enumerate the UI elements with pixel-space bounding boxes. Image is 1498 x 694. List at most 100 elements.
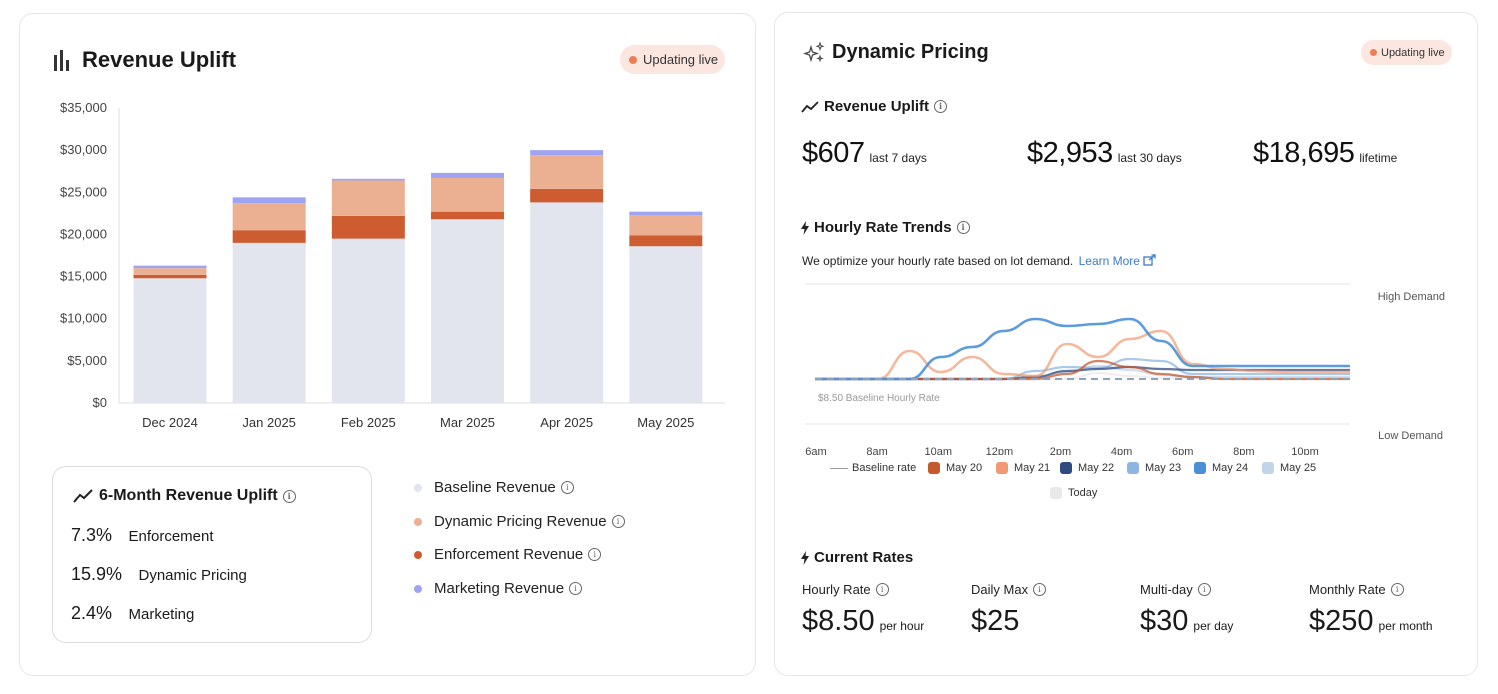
badge-label: Updating live bbox=[643, 52, 719, 67]
sparkles-icon bbox=[802, 41, 825, 62]
metric-last-30-days: $2,953 last 30 days bbox=[1027, 137, 1182, 170]
metric-last-7-days: $607 last 7 days bbox=[802, 137, 927, 170]
legend-item-baseline-rate[interactable]: Baseline rate bbox=[830, 462, 916, 474]
x-tick-label: Feb 2025 bbox=[341, 415, 396, 430]
dynamic-pricing-title-text: Dynamic Pricing bbox=[832, 41, 989, 63]
info-icon[interactable]: i bbox=[934, 100, 948, 113]
lightning-icon bbox=[801, 550, 809, 565]
bar-segment-enforcement-revenue bbox=[133, 274, 207, 279]
y-tick-label: $30,000 bbox=[60, 142, 107, 157]
trend-up-icon bbox=[73, 489, 93, 503]
section-title-text: Current Rates bbox=[814, 549, 914, 566]
legend-item-may-23[interactable]: May 23 bbox=[1127, 462, 1181, 474]
legend-item-may-25[interactable]: May 25 bbox=[1262, 462, 1316, 474]
legend-label: Today bbox=[1068, 487, 1098, 499]
legend-swatch bbox=[996, 462, 1008, 474]
legend-baseline: Baseline Revenue i bbox=[414, 479, 574, 496]
rate-label-daily-max: Daily Max i bbox=[971, 582, 1047, 597]
x-tick-label: 2pm bbox=[1050, 446, 1071, 455]
legend-label: May 23 bbox=[1145, 462, 1182, 474]
info-icon[interactable]: i bbox=[282, 489, 296, 503]
rate-label-text: Hourly Rate bbox=[802, 582, 871, 597]
legend-label: Dynamic Pricing Revenue bbox=[434, 513, 607, 530]
y-tick-label: $25,000 bbox=[60, 184, 107, 199]
legend-marketing: Marketing Revenue i bbox=[414, 580, 583, 597]
legend-label: May 24 bbox=[1212, 462, 1249, 474]
summary-pct: 2.4% bbox=[71, 603, 113, 623]
x-tick-label: May 2025 bbox=[637, 415, 694, 430]
rate-value: $8.50 bbox=[802, 605, 875, 637]
rate-label-text: Multi-day bbox=[1140, 582, 1193, 597]
legend-item-may-21[interactable]: May 21 bbox=[996, 462, 1050, 474]
hourly-rate-line-chart: High Demand Low Demand $8.50 Baseline Hour… bbox=[805, 283, 1445, 455]
legend-item-today[interactable]: Today bbox=[1050, 487, 1097, 499]
revenue-uplift-title: Revenue Uplift bbox=[52, 47, 236, 73]
revenue-uplift-card: Revenue Uplift Updating live $35,000 $30,… bbox=[19, 13, 756, 676]
legend-swatch bbox=[1262, 462, 1274, 474]
lightning-icon bbox=[801, 220, 809, 235]
external-link-icon bbox=[1143, 254, 1156, 266]
bar-segment-baseline-revenue bbox=[133, 278, 207, 403]
y-tick-label: $5,000 bbox=[67, 353, 107, 368]
bar-segment-dynamic-pricing-revenue bbox=[232, 203, 306, 231]
info-icon[interactable]: i bbox=[611, 515, 625, 528]
x-tick-label: 12pm bbox=[986, 446, 1014, 455]
rate-value: $25 bbox=[971, 605, 1020, 637]
x-tick-label: 8am bbox=[866, 446, 887, 455]
bar-segment-marketing-revenue bbox=[331, 178, 405, 181]
legend-label: Marketing Revenue bbox=[434, 580, 565, 597]
bar-segment-marketing-revenue bbox=[629, 211, 703, 216]
summary-title-text: 6-Month Revenue Uplift bbox=[99, 487, 278, 504]
rate-value: $30 bbox=[1140, 605, 1189, 637]
bar-segment-baseline-revenue bbox=[629, 246, 703, 403]
legend-item-may-24[interactable]: May 24 bbox=[1194, 462, 1248, 474]
series-line-may-21 bbox=[814, 329, 1350, 381]
high-demand-label: High Demand bbox=[1378, 291, 1445, 303]
legend-label: May 21 bbox=[1014, 462, 1051, 474]
metric-value: $607 bbox=[802, 137, 865, 169]
info-icon[interactable]: i bbox=[560, 481, 574, 494]
revenue-uplift-title-text: Revenue Uplift bbox=[82, 47, 237, 72]
bar-segment-dynamic-pricing-revenue bbox=[629, 215, 703, 236]
low-demand-label: Low Demand bbox=[1378, 430, 1443, 442]
info-icon[interactable]: i bbox=[875, 583, 889, 596]
legend-label: May 20 bbox=[946, 462, 983, 474]
x-tick-label: 6pm bbox=[1172, 446, 1193, 455]
y-tick-label: $20,000 bbox=[60, 226, 107, 241]
rate-unit: per hour bbox=[879, 619, 925, 633]
learn-more-link[interactable]: Learn More bbox=[1079, 254, 1158, 268]
summary-row-dynamic-pricing: 15.9% Dynamic Pricing bbox=[71, 564, 247, 585]
subtitle-text: Revenue Uplift bbox=[824, 98, 930, 115]
x-tick-label: 8pm bbox=[1233, 446, 1254, 455]
updating-live-badge: Updating live bbox=[1361, 40, 1452, 65]
bar-segment-baseline-revenue bbox=[431, 219, 504, 403]
y-tick-label: $0 bbox=[93, 395, 107, 410]
trend-up-icon bbox=[801, 100, 819, 113]
legend-label: May 25 bbox=[1280, 462, 1317, 474]
info-icon[interactable]: i bbox=[1197, 583, 1211, 596]
info-icon[interactable]: i bbox=[588, 548, 602, 561]
rate-label-text: Daily Max bbox=[971, 582, 1029, 597]
legend-swatch bbox=[1060, 462, 1072, 474]
metric-lifetime: $18,695 lifetime bbox=[1253, 137, 1397, 170]
info-icon[interactable]: i bbox=[569, 582, 583, 595]
x-tick-label: Jan 2025 bbox=[242, 415, 296, 430]
summary-row-marketing: 2.4% Marketing bbox=[71, 603, 194, 624]
rate-label-multi-day: Multi-day i bbox=[1140, 582, 1211, 597]
bar-segment-dynamic-pricing-revenue bbox=[431, 177, 504, 212]
bar-segment-enforcement-revenue bbox=[431, 211, 504, 220]
info-icon[interactable]: i bbox=[956, 221, 970, 234]
info-icon[interactable]: i bbox=[1033, 583, 1047, 596]
description-text: We optimize your hourly rate based on lo… bbox=[802, 254, 1074, 268]
learn-more-text: Learn More bbox=[1078, 254, 1140, 268]
metric-label: lifetime bbox=[1359, 151, 1398, 165]
info-icon[interactable]: i bbox=[1390, 583, 1404, 596]
legend-item-may-22[interactable]: May 22 bbox=[1060, 462, 1114, 474]
metric-label: last 30 days bbox=[1117, 151, 1182, 165]
trends-description: We optimize your hourly rate based on lo… bbox=[802, 254, 1157, 268]
rate-multi-day: $30 per day bbox=[1140, 605, 1233, 638]
legend-item-may-20[interactable]: May 20 bbox=[928, 462, 982, 474]
legend-swatch bbox=[830, 467, 848, 469]
summary-label: Enforcement bbox=[128, 528, 214, 545]
rate-label-text: Monthly Rate bbox=[1309, 582, 1386, 597]
